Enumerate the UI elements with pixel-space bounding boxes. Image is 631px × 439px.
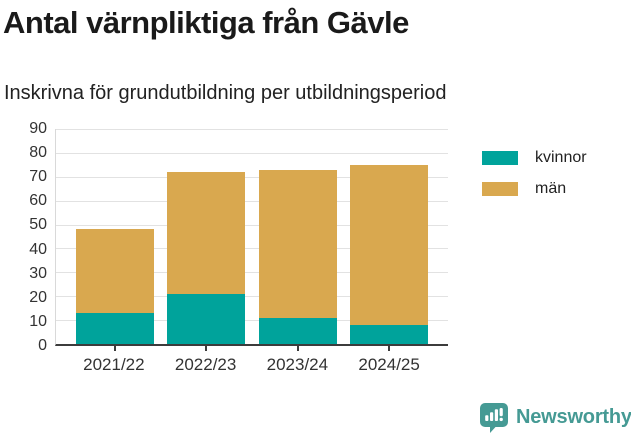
x-axis-tick bbox=[388, 346, 391, 351]
gridline bbox=[56, 129, 448, 130]
bar-2024/25 bbox=[350, 129, 429, 344]
bar-2021/22 bbox=[75, 129, 154, 344]
x-axis-tick-label: 2023/24 bbox=[266, 355, 329, 374]
newsworthy-logo: Newsworthy bbox=[479, 402, 631, 433]
bars-row bbox=[56, 129, 448, 351]
y-axis-tick-label: 90 bbox=[29, 120, 47, 137]
x-axis-tick-label: 2021/22 bbox=[83, 355, 145, 374]
bar-segment-män bbox=[167, 172, 246, 294]
gridline bbox=[56, 152, 448, 154]
legend-label: män bbox=[535, 180, 567, 197]
bar-2023/24 bbox=[258, 129, 337, 344]
y-axis-tick-label: 70 bbox=[29, 168, 47, 186]
y-axis-tick-label: 30 bbox=[29, 264, 47, 282]
bar-segment-män bbox=[350, 164, 429, 325]
bar-segment-kvinnor bbox=[75, 312, 154, 344]
bar-segment-kvinnor bbox=[350, 324, 429, 344]
gridline bbox=[56, 296, 448, 298]
x-axis-tick-label: 2024/25 bbox=[358, 355, 420, 374]
chart-title: Antal värnpliktiga från Gävle bbox=[3, 5, 409, 40]
bar-slot-2021/22 bbox=[69, 129, 161, 351]
legend-item-män: män bbox=[482, 180, 587, 198]
y-axis-tick-label: 80 bbox=[29, 144, 47, 162]
gridline bbox=[56, 224, 448, 226]
plot-area bbox=[55, 129, 448, 351]
bar-slot-2023/24 bbox=[252, 129, 344, 351]
bar-segment-kvinnor bbox=[167, 293, 246, 344]
x-axis-tick bbox=[296, 346, 299, 351]
bar-slot-2024/25 bbox=[344, 129, 436, 351]
x-axis-labels: 2021/22 2022/23 2023/24 2024/25 bbox=[55, 355, 448, 375]
y-axis-tick-label: 0 bbox=[38, 337, 47, 354]
gridline bbox=[56, 176, 448, 178]
newsworthy-wordmark: Newsworthy bbox=[516, 406, 631, 428]
legend-swatch bbox=[482, 182, 518, 196]
gridline bbox=[56, 200, 448, 202]
x-axis-tick bbox=[113, 346, 116, 351]
gridline bbox=[56, 272, 448, 274]
bar-slot-2022/23 bbox=[161, 129, 253, 351]
bar-segment-män bbox=[258, 169, 337, 318]
y-axis-tick-label: 60 bbox=[29, 192, 47, 210]
gridline bbox=[56, 320, 448, 322]
x-axis-tick-label: 2022/23 bbox=[174, 355, 237, 374]
x-axis-tick bbox=[205, 346, 208, 351]
legend-item-kvinnor: kvinnor bbox=[482, 149, 587, 167]
legend-label: kvinnor bbox=[535, 149, 587, 166]
newsworthy-icon bbox=[480, 403, 508, 433]
y-axis-tick-label: 40 bbox=[29, 240, 47, 258]
y-axis-tick-label: 50 bbox=[29, 216, 47, 234]
y-axis-labels: 0 10 20 30 40 50 60 70 80 90 bbox=[0, 121, 47, 354]
bar-segment-män bbox=[75, 229, 154, 313]
chart-subtitle: Inskrivna för grundutbildning per utbild… bbox=[4, 82, 447, 104]
y-axis-tick-label: 10 bbox=[29, 312, 47, 330]
legend: kvinnor män bbox=[482, 149, 587, 211]
legend-swatch bbox=[482, 151, 518, 165]
gridline bbox=[56, 248, 448, 250]
y-axis-tick-label: 20 bbox=[29, 288, 47, 306]
bar-2022/23 bbox=[167, 129, 246, 344]
bar-segment-kvinnor bbox=[258, 317, 337, 344]
